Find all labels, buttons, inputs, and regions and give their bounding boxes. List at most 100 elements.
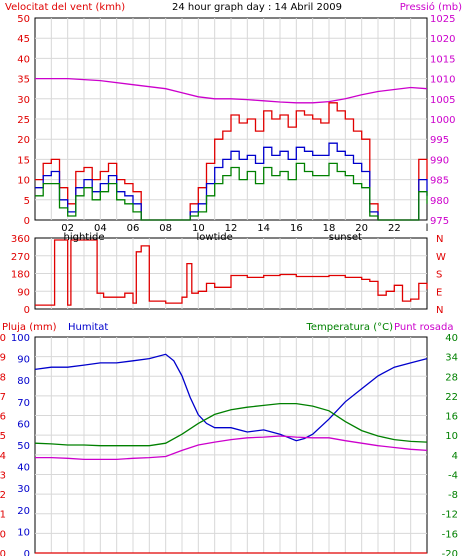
x-tick-label: 12 bbox=[225, 223, 238, 234]
compass-tick: N bbox=[436, 305, 443, 316]
pressure-tick: 1005 bbox=[430, 95, 455, 106]
pressure-tick: 980 bbox=[430, 196, 449, 207]
wind-direction-tick: 360 bbox=[11, 234, 30, 245]
wind-speed-tick: 20 bbox=[17, 135, 30, 146]
wind-speed-tick: 30 bbox=[17, 95, 30, 106]
temperature-series bbox=[34, 402, 428, 447]
wind-speed-tick: 0 bbox=[24, 216, 30, 227]
x-tick-label: 10 bbox=[192, 223, 205, 234]
wind-direction-tick: 270 bbox=[11, 252, 30, 263]
wind-speed-tick: 50 bbox=[17, 14, 30, 25]
temperature-label: Temperatura (°C) bbox=[305, 322, 393, 333]
x-tick-label: 20 bbox=[355, 223, 368, 234]
grid-layer bbox=[35, 18, 427, 553]
wind-speed-tick: 10 bbox=[17, 176, 30, 187]
wind-direction-tick: 90 bbox=[17, 287, 30, 298]
pressure-tick: 975 bbox=[430, 216, 449, 227]
pressure-tick: 1010 bbox=[430, 75, 455, 86]
x-tick-label: l bbox=[426, 223, 429, 234]
wind-gust-series bbox=[35, 102, 428, 221]
temperature-tick: -20 bbox=[442, 549, 458, 556]
compass-tick: S bbox=[436, 270, 442, 281]
x-tick-label: 16 bbox=[290, 223, 303, 234]
x-tick-label: 18 bbox=[323, 223, 336, 234]
wind-speed-tick: 45 bbox=[17, 34, 30, 45]
temperature-tick: 10 bbox=[445, 431, 458, 442]
humidity-tick: 50 bbox=[17, 441, 30, 452]
temperature-tick: -12 bbox=[442, 510, 458, 521]
pressure-series bbox=[35, 77, 428, 104]
rain-tick: 8 bbox=[0, 372, 6, 383]
x-tick-label: 04 bbox=[94, 223, 107, 234]
humidity-series bbox=[34, 353, 428, 442]
humidity-tick: 0 bbox=[24, 549, 30, 556]
wind-speed-label: Velocitat del vent (kmh) bbox=[5, 2, 125, 13]
rain-tick: 7 bbox=[0, 392, 6, 403]
rain-tick: 4 bbox=[0, 451, 6, 462]
pressure-tick: 1015 bbox=[430, 54, 455, 65]
wind-speed-tick: 15 bbox=[17, 155, 30, 166]
temperature-tick: 28 bbox=[445, 372, 458, 383]
humidity-tick: 70 bbox=[17, 398, 30, 409]
tide-sun-marker: lowtide bbox=[197, 232, 233, 243]
pressure-tick: 1025 bbox=[430, 14, 455, 25]
pressure-tick: 985 bbox=[430, 176, 449, 187]
temperature-tick: 22 bbox=[445, 392, 458, 403]
rain-tick: 10 bbox=[0, 333, 6, 344]
rain-tick: 1 bbox=[0, 510, 6, 521]
tick-layer: 0510152025303540455097598098599099510001… bbox=[0, 14, 458, 556]
x-tick-label: 08 bbox=[159, 223, 172, 234]
compass-tick: E bbox=[436, 287, 442, 298]
rain-tick: 6 bbox=[0, 412, 6, 423]
wind-speed-series bbox=[35, 142, 428, 221]
rain-tick: 0 bbox=[0, 529, 6, 540]
temperature-tick: 34 bbox=[445, 353, 458, 364]
temperature-tick: 16 bbox=[445, 412, 458, 423]
x-tick-label: 02 bbox=[61, 223, 74, 234]
rain-label: Pluja (mm) bbox=[2, 322, 57, 333]
pressure-label: Pressió (mb) bbox=[400, 1, 462, 13]
wind-direction-series bbox=[35, 239, 428, 306]
tide-sun-marker: sunset bbox=[329, 232, 362, 243]
humidity-tick: 10 bbox=[17, 527, 30, 538]
wind-speed-tick: 5 bbox=[24, 196, 30, 207]
humidity-tick: 60 bbox=[17, 419, 30, 430]
series-layer bbox=[34, 77, 428, 554]
humidity-label: Humitat bbox=[68, 322, 108, 333]
dewpoint-series bbox=[35, 435, 428, 461]
wind-average-series bbox=[35, 162, 428, 221]
tide-sun-marker: hightide bbox=[63, 232, 104, 243]
wind-direction-tick: 180 bbox=[11, 270, 30, 281]
wind-direction-tick: 0 bbox=[24, 305, 30, 316]
rain-tick: 0 bbox=[0, 549, 6, 556]
temperature-tick: -8 bbox=[448, 490, 458, 501]
x-tick-label: 06 bbox=[127, 223, 140, 234]
humidity-tick: 100 bbox=[11, 333, 30, 344]
rain-tick: 5 bbox=[0, 431, 6, 442]
x-tick-label: 22 bbox=[388, 223, 401, 234]
pressure-tick: 995 bbox=[430, 135, 449, 146]
humidity-tick: 20 bbox=[17, 506, 30, 517]
rain-tick: 3 bbox=[0, 470, 6, 481]
humidity-tick: 30 bbox=[17, 484, 30, 495]
temperature-tick: 4 bbox=[452, 451, 458, 462]
pressure-tick: 1000 bbox=[430, 115, 455, 126]
pressure-tick: 990 bbox=[430, 155, 449, 166]
humidity-tick: 90 bbox=[17, 355, 30, 366]
wind-speed-tick: 35 bbox=[17, 75, 30, 86]
humidity-tick: 40 bbox=[17, 463, 30, 474]
humidity-tick: 80 bbox=[17, 376, 30, 387]
pressure-tick: 1020 bbox=[430, 34, 455, 45]
temperature-tick: -16 bbox=[442, 529, 458, 540]
rain-tick: 9 bbox=[0, 353, 6, 364]
x-tick-label: 14 bbox=[257, 223, 270, 234]
wind-speed-tick: 40 bbox=[17, 54, 30, 65]
dewpoint-label: Punt rosada bbox=[394, 322, 453, 333]
chart-title: 24 hour graph day : 14 Abril 2009 bbox=[172, 2, 342, 13]
temperature-tick: -4 bbox=[448, 470, 458, 481]
wind-speed-tick: 25 bbox=[17, 115, 30, 126]
compass-tick: N bbox=[436, 234, 443, 245]
compass-tick: W bbox=[436, 252, 446, 263]
